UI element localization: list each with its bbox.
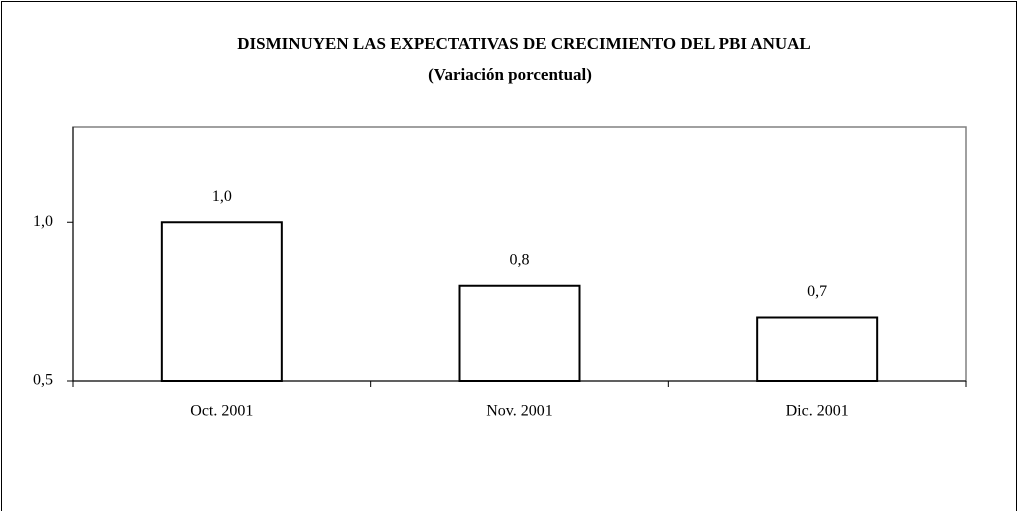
bar xyxy=(458,284,581,382)
y-tick-label: 0,5 xyxy=(33,372,53,389)
value-label: 0,8 xyxy=(510,251,530,268)
bar xyxy=(160,221,283,382)
chart-subtitle: (Variación porcentual) xyxy=(428,65,592,84)
value-label: 1,0 xyxy=(212,188,232,205)
x-tick-label: Oct. 2001 xyxy=(190,403,253,420)
y-tick-label: 1,0 xyxy=(33,213,53,230)
chart-title: DISMINUYEN LAS EXPECTATIVAS DE CRECIMIEN… xyxy=(237,34,811,53)
value-label: 0,7 xyxy=(807,283,827,300)
x-tick-label: Nov. 2001 xyxy=(486,403,553,420)
bar xyxy=(756,316,879,382)
x-tick-label: Dic. 2001 xyxy=(786,403,849,420)
